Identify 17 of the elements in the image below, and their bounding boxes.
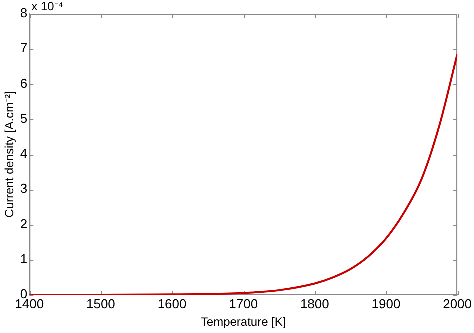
- y-tick-label: 2: [20, 216, 28, 232]
- y-tick-label: 5: [20, 110, 28, 126]
- x-tick-label: 1500: [86, 296, 116, 312]
- x-tick-label: 2000: [443, 296, 472, 312]
- y-tick-label: 8: [20, 6, 28, 21]
- y-tick-label: 7: [20, 40, 28, 56]
- y-tick-label: 6: [20, 76, 28, 91]
- text: x 10⁻⁴: [32, 0, 64, 14]
- y-tick-label: 1: [20, 251, 28, 266]
- y-tick-label: 3: [20, 181, 28, 196]
- x-tick-label: 1700: [229, 296, 258, 312]
- y-axis-title: Current density [A.cm⁻²]: [2, 91, 17, 218]
- x-tick-label: 1800: [300, 296, 330, 312]
- x-axis-title: Temperature [K]: [200, 315, 286, 330]
- y-tick-label: 4: [20, 146, 28, 162]
- x-tick-label: 1900: [372, 296, 401, 312]
- x-tick-label: 1600: [158, 296, 187, 312]
